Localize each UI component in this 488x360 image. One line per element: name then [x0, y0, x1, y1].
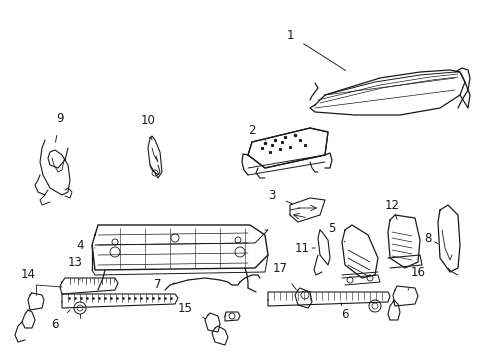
- Text: 15: 15: [177, 302, 205, 319]
- Text: 16: 16: [407, 266, 425, 290]
- Text: 3: 3: [268, 189, 292, 204]
- Text: 9: 9: [56, 112, 63, 142]
- Text: 4: 4: [76, 239, 95, 252]
- Text: 17: 17: [272, 261, 296, 290]
- Text: 8: 8: [424, 231, 437, 244]
- Text: 6: 6: [340, 303, 348, 321]
- Text: 7: 7: [154, 279, 175, 292]
- Text: 6: 6: [51, 310, 70, 332]
- Text: 2: 2: [248, 123, 265, 140]
- Text: 13: 13: [67, 256, 82, 280]
- Text: 12: 12: [384, 198, 399, 219]
- Text: 11: 11: [294, 242, 315, 255]
- Text: 1: 1: [285, 28, 345, 71]
- Text: 5: 5: [327, 221, 345, 242]
- Text: 10: 10: [140, 113, 155, 140]
- Text: 14: 14: [20, 269, 36, 293]
